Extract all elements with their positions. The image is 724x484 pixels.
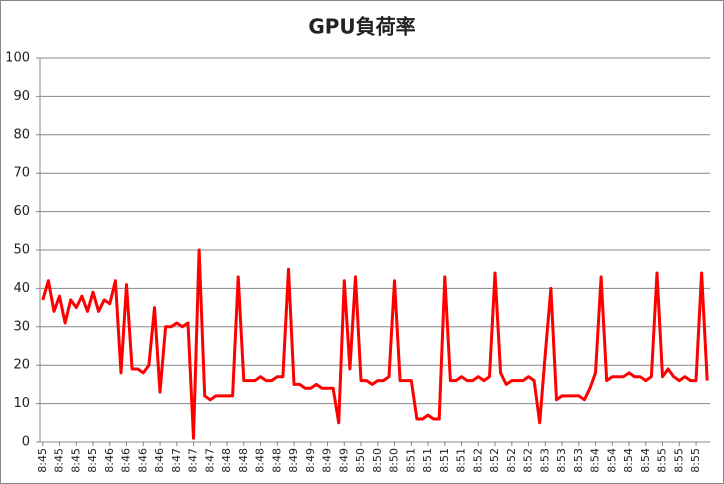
x-tick-label: 8:45: [69, 448, 82, 473]
x-tick-label: 8:54: [639, 448, 652, 473]
y-tick-label: 70: [13, 166, 30, 181]
x-tick-label: 8:46: [153, 448, 166, 473]
y-tick-label: 30: [13, 319, 30, 334]
x-tick-label: 8:53: [572, 448, 585, 473]
x-tick-label: 8:49: [304, 448, 317, 473]
x-tick-label: 8:47: [203, 448, 216, 473]
x-tick-label: 8:46: [136, 448, 149, 473]
x-tick-label: 8:48: [254, 448, 267, 473]
x-tick-label: 8:51: [404, 448, 417, 473]
x-tick-label: 8:51: [421, 448, 434, 473]
y-tick-label: 90: [13, 89, 30, 104]
y-tick-label: 80: [13, 127, 30, 142]
x-tick-label: 8:47: [187, 448, 200, 473]
x-tick-label: 8:45: [53, 448, 66, 473]
x-tick-label: 8:52: [522, 448, 535, 473]
x-tick-label: 8:45: [36, 448, 49, 473]
x-tick-label: 8:51: [438, 448, 451, 473]
x-tick-label: 8:45: [86, 448, 99, 473]
x-tick-label: 8:51: [455, 448, 468, 473]
x-tick-label: 8:47: [170, 448, 183, 473]
y-tick-label: 100: [5, 51, 30, 66]
x-tick-label: 8:48: [220, 448, 233, 473]
y-tick-label: 40: [13, 281, 30, 296]
x-tick-label: 8:52: [505, 448, 518, 473]
y-tick-label: 0: [22, 435, 30, 450]
x-tick-label: 8:53: [555, 448, 568, 473]
y-tick-label: 60: [13, 204, 30, 219]
chart-title: GPU負荷率: [308, 15, 415, 39]
x-tick-label: 8:54: [605, 448, 618, 473]
x-tick-label: 8:52: [488, 448, 501, 473]
x-tick-label: 8:52: [471, 448, 484, 473]
y-tick-label: 50: [13, 243, 30, 258]
x-tick-label: 8:54: [589, 448, 602, 473]
x-tick-label: 8:49: [321, 448, 334, 473]
y-tick-label: 20: [13, 358, 30, 373]
x-tick-label: 8:54: [622, 448, 635, 473]
x-tick-label: 8:48: [237, 448, 250, 473]
x-tick-label: 8:49: [287, 448, 300, 473]
data-line: [41, 248, 709, 440]
x-tick-label: 8:55: [689, 448, 702, 473]
x-tick-label: 8:46: [120, 448, 133, 473]
x-tick-label: 8:55: [672, 448, 685, 473]
x-tick-label: 8:50: [388, 448, 401, 473]
y-tick-label: 10: [13, 396, 30, 411]
x-tick-label: 8:46: [103, 448, 116, 473]
x-tick-label: 8:48: [270, 448, 283, 473]
x-tick-label: 8:55: [656, 448, 669, 473]
x-tick-label: 8:53: [538, 448, 551, 473]
x-tick-label: 8:49: [337, 448, 350, 473]
x-tick-label: 8:50: [371, 448, 384, 473]
x-tick-label: 8:50: [354, 448, 367, 473]
